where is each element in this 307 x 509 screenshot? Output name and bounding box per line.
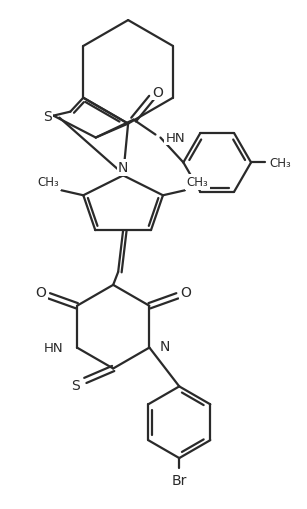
Text: S: S — [43, 109, 52, 123]
Text: O: O — [180, 285, 191, 299]
Text: N: N — [159, 339, 170, 353]
Text: Br: Br — [172, 473, 187, 487]
Text: HN: HN — [165, 132, 185, 145]
Text: CH₃: CH₃ — [269, 157, 291, 169]
Text: O: O — [36, 285, 47, 299]
Text: O: O — [152, 86, 163, 100]
Text: N: N — [118, 161, 128, 175]
Text: S: S — [71, 379, 80, 392]
Text: CH₃: CH₃ — [187, 176, 208, 189]
Text: CH₃: CH₃ — [38, 176, 60, 189]
Text: HN: HN — [43, 342, 63, 354]
